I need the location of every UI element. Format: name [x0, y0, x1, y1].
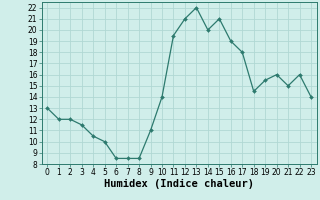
X-axis label: Humidex (Indice chaleur): Humidex (Indice chaleur): [104, 179, 254, 189]
